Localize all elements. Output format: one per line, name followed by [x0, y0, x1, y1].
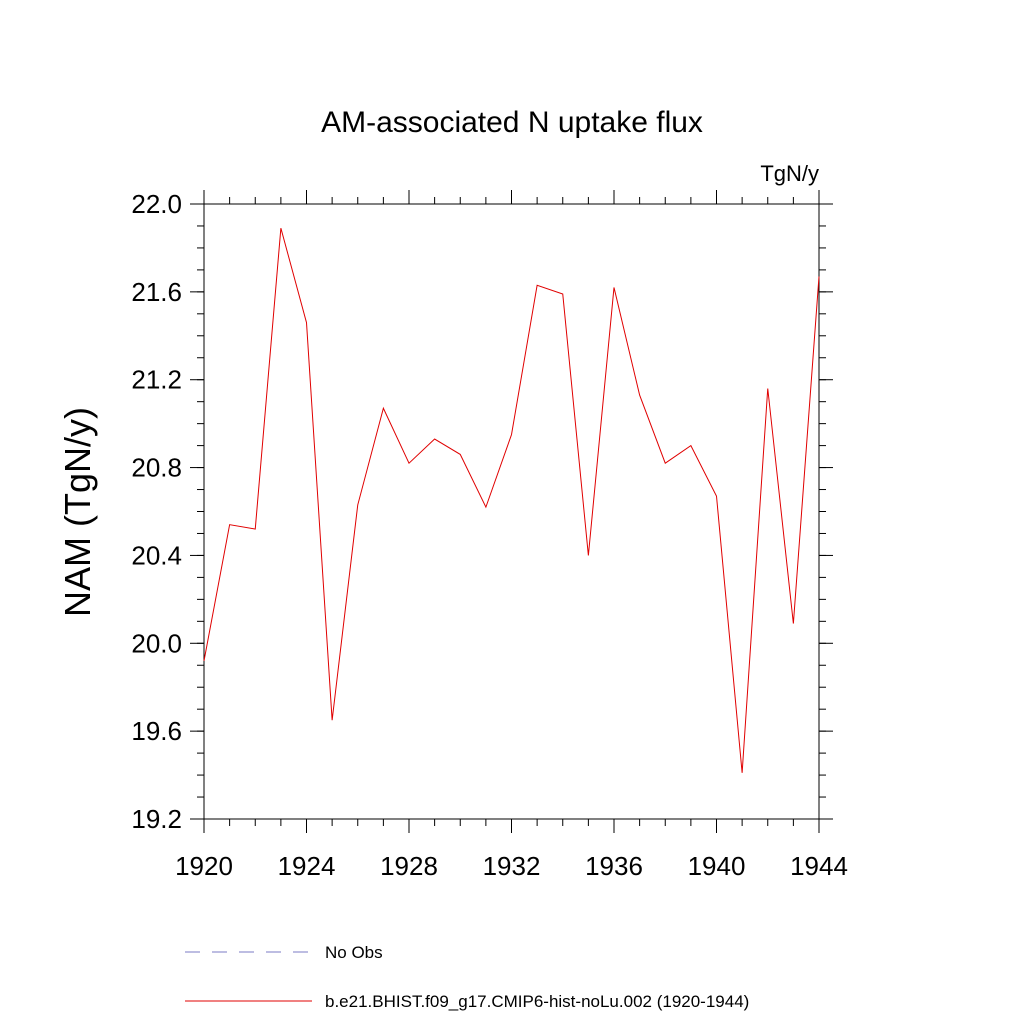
x-tick-label: 1944: [790, 851, 848, 881]
x-tick-label: 1928: [380, 851, 438, 881]
y-tick-label: 21.2: [131, 365, 182, 395]
y-tick-label: 20.0: [131, 628, 182, 658]
x-tick-label: 1932: [483, 851, 541, 881]
y-tick-label: 20.4: [131, 540, 182, 570]
x-tick-label: 1940: [688, 851, 746, 881]
minor-ticks: [197, 197, 826, 826]
y-tick-label: 22.0: [131, 189, 182, 219]
x-tick-label: 1936: [585, 851, 643, 881]
y-tick-label: 21.6: [131, 277, 182, 307]
y-tick-label: 19.6: [131, 716, 182, 746]
series-line: [203, 228, 820, 773]
units-label: TgN/y: [760, 161, 819, 186]
plot-frame: [203, 203, 820, 820]
y-tick-label: 20.8: [131, 453, 182, 483]
y-tick-labels: 19.2 19.6 20.0 20.4 20.8 21.2 21.6 22.0: [131, 189, 182, 834]
series-layer: [203, 228, 820, 773]
y-tick-label: 19.2: [131, 804, 182, 834]
legend: No Obs b.e21.BHIST.f09_g17.CMIP6-hist-no…: [185, 943, 749, 1011]
legend-label-no-obs: No Obs: [325, 943, 383, 962]
chart-title: AM-associated N uptake flux: [321, 106, 703, 139]
major-ticks: [190, 190, 833, 833]
x-tick-label: 1920: [175, 851, 233, 881]
x-tick-labels: 1920 1924 1928 1932 1936 1940 1944: [175, 851, 848, 881]
legend-label-model-run: b.e21.BHIST.f09_g17.CMIP6-hist-noLu.002 …: [325, 992, 749, 1011]
y-axis-label: NAM (TgN/y): [57, 407, 98, 617]
x-tick-label: 1924: [278, 851, 336, 881]
